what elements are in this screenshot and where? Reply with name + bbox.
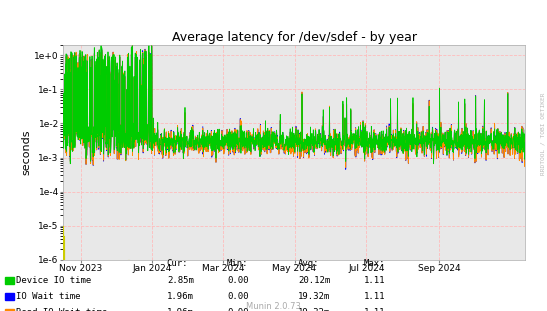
Text: Avg:: Avg:: [298, 259, 319, 268]
Text: Device IO time: Device IO time: [16, 276, 92, 285]
Text: 1.11: 1.11: [364, 309, 385, 311]
Y-axis label: seconds: seconds: [21, 130, 31, 175]
Text: 0.00: 0.00: [227, 309, 248, 311]
Text: IO Wait time: IO Wait time: [16, 292, 81, 301]
Text: 1.11: 1.11: [364, 292, 385, 301]
Text: RRDTOOL / TOBI OETIKER: RRDTOOL / TOBI OETIKER: [540, 92, 545, 175]
Text: 2.85m: 2.85m: [167, 276, 194, 285]
Text: Min:: Min:: [227, 259, 248, 268]
Text: 19.32m: 19.32m: [298, 292, 330, 301]
Text: Munin 2.0.73: Munin 2.0.73: [246, 302, 301, 311]
Text: 0.00: 0.00: [227, 276, 248, 285]
Text: 1.11: 1.11: [364, 276, 385, 285]
Text: 19.32m: 19.32m: [298, 309, 330, 311]
Text: 1.96m: 1.96m: [167, 292, 194, 301]
Text: 1.96m: 1.96m: [167, 309, 194, 311]
Text: Max:: Max:: [364, 259, 385, 268]
Text: 0.00: 0.00: [227, 292, 248, 301]
Text: Cur:: Cur:: [167, 259, 188, 268]
Text: Read IO Wait time: Read IO Wait time: [16, 309, 108, 311]
Text: 20.12m: 20.12m: [298, 276, 330, 285]
Title: Average latency for /dev/sdef - by year: Average latency for /dev/sdef - by year: [172, 31, 416, 44]
